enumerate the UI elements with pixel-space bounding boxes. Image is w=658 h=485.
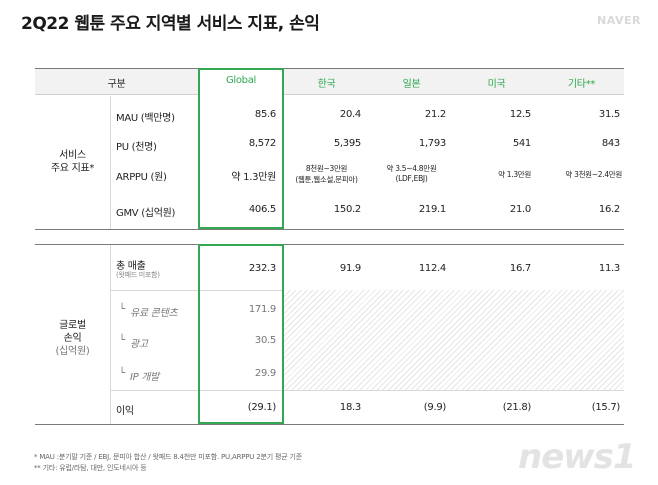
cell-value: 8,572	[248, 138, 276, 149]
cell-value: 18.3	[339, 402, 361, 413]
divider	[110, 390, 624, 391]
naver-logo: NAVER	[597, 14, 641, 27]
header-usa: 미국	[487, 79, 506, 90]
cell-value: 1,793	[418, 138, 446, 149]
page-title: 2Q22 웹툰 주요 지역별 서비스 지표, 손익	[21, 14, 320, 34]
breakdown-branch-icon: └	[119, 335, 125, 346]
row-label-gmv: GMV (십억원)	[116, 208, 176, 219]
row-label-ip: IP 개발	[130, 372, 160, 383]
cell-value: (21.8)	[502, 402, 532, 413]
cell-value: 11.3	[598, 263, 620, 274]
cell-value: 16.7	[509, 263, 531, 274]
breakdown-branch-icon: └	[119, 304, 125, 315]
pnl-section-label: 글로벌	[59, 320, 86, 331]
cell-value: (9.9)	[423, 402, 447, 413]
cell-value: (29.1)	[247, 402, 277, 413]
divider	[110, 245, 111, 424]
cell-value: 85.6	[254, 109, 276, 120]
divider	[35, 244, 624, 245]
divider	[110, 96, 111, 229]
cell-value: 8천원~3만원	[305, 164, 348, 173]
cell-value: 219.1	[418, 204, 446, 215]
header-korea: 한국	[317, 79, 336, 90]
cell-value: 541	[512, 138, 531, 149]
pnl-section-unit: (십억원)	[55, 346, 90, 357]
cell-value: 31.5	[598, 109, 620, 120]
cell-value: 150.2	[333, 204, 361, 215]
cell-value: 약 3.5~4.8만원	[386, 164, 437, 173]
row-label-ads: 광고	[130, 339, 148, 350]
cell-value: 약 1.3만원	[498, 170, 531, 179]
service-section-label: 서비스 주요 지표*	[50, 150, 95, 174]
cell-value: 29.9	[254, 368, 276, 379]
header-others: 기타**	[567, 79, 596, 90]
global-highlight-box	[198, 68, 284, 229]
cell-value: (15.7)	[591, 402, 621, 413]
cell-value: 12.5	[509, 109, 531, 120]
cell-value: 406.5	[248, 204, 276, 215]
row-sublabel-revenue: (왓패드 미포함)	[116, 271, 160, 279]
header-row-right	[283, 68, 624, 95]
header-category: 구분	[107, 79, 126, 90]
cell-value: 171.9	[248, 304, 276, 315]
cell-value: 16.2	[598, 204, 620, 215]
cell-value: 91.9	[339, 263, 361, 274]
row-label-profit: 이익	[116, 406, 134, 417]
row-label-mau: MAU (백만명)	[116, 113, 175, 124]
news1-watermark: news1	[518, 437, 637, 477]
cell-value: 20.4	[339, 109, 361, 120]
breakdown-branch-icon: └	[119, 368, 125, 379]
footnote: * MAU :분기말 기준 / EBJ, 문피아 합산 / 왓패드 8.4천만 …	[34, 453, 302, 461]
cell-value: 843	[601, 138, 620, 149]
cell-value: 112.4	[418, 263, 446, 274]
cell-subtext: (웹툰,웹소설,문피아)	[295, 175, 358, 184]
row-label-pu: PU (천명)	[116, 142, 157, 153]
cell-subtext: (LDF,EBJ)	[395, 174, 428, 183]
header-global: Global	[225, 75, 257, 86]
cell-value: 21.0	[509, 204, 531, 215]
header-japan: 일본	[402, 79, 421, 90]
cell-value: 약 1.3만원	[231, 172, 276, 183]
row-label-arppu: ARPPU (원)	[116, 172, 167, 183]
footnote: ** 기타: 유럽/라탐, 대만, 인도네시아 등	[34, 464, 147, 472]
cell-value: 5,395	[333, 138, 361, 149]
cell-value: 약 3천원~2.4만원	[565, 170, 622, 179]
cell-value: 21.2	[424, 109, 446, 120]
global-highlight-box	[198, 244, 284, 424]
cell-value: 232.3	[248, 263, 276, 274]
row-label-revenue: 총 매출	[116, 261, 146, 272]
divider	[35, 229, 624, 230]
pnl-section-label: 손익	[63, 333, 82, 344]
cell-value: 30.5	[254, 335, 276, 346]
row-label-paid-content: 유료 콘텐츠	[130, 308, 178, 319]
header-row-left	[35, 68, 198, 95]
divider	[35, 424, 624, 425]
hatched-area	[284, 290, 624, 390]
